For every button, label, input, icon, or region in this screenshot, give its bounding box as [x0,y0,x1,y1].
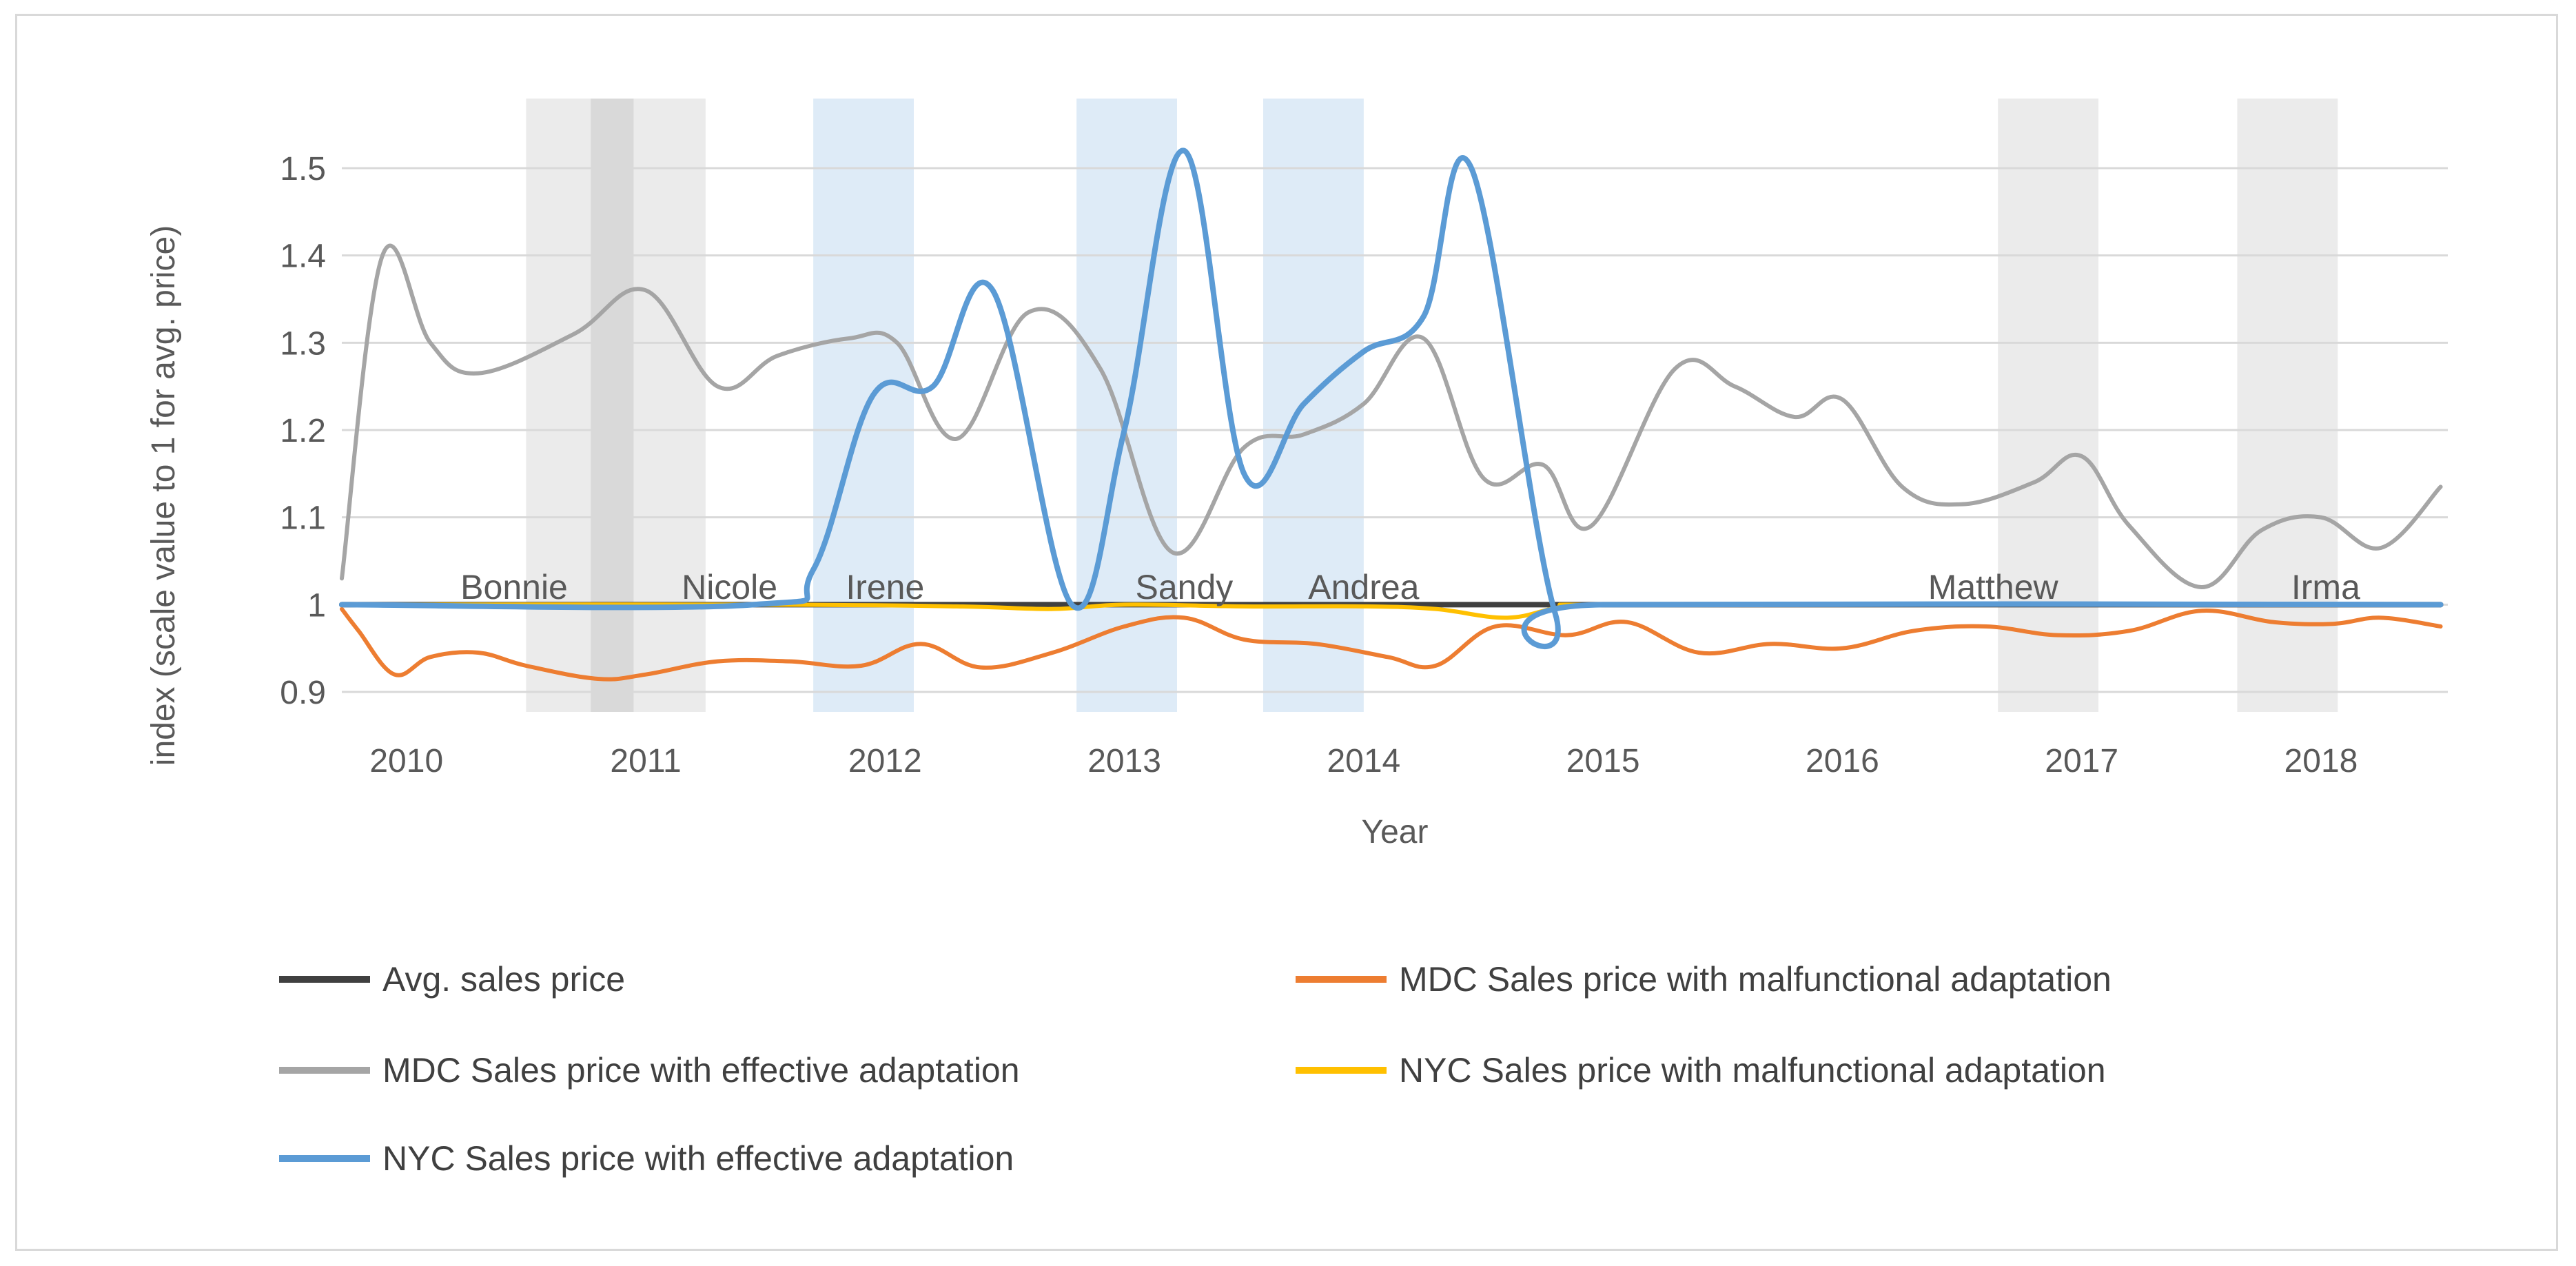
x-tick-2011: 2011 [610,743,681,779]
line-chart: Bonnie Nicole Irene Sandy Andrea Matthew Irma … [145,99,2448,1178]
legend-label-nyc-sales-price-with-effective-adaptation: NYC Sales price with effective adaptatio… [382,1139,1014,1178]
x-tick-2014: 2014 [1327,743,1400,779]
hurricane-band-irma-7 [2237,99,2338,712]
hurricane-label-bonnie: Bonnie [460,568,568,606]
hurricane-band-bonnie-0 [526,99,591,712]
hurricane-band-nicole-1 [591,99,634,712]
hurricane-band-matthew-6 [1998,99,2098,712]
y-tick-labels: 0.9 1 1.1 1.2 1.3 1.4 1.5 [280,151,326,711]
hurricane-label-irene: Irene [846,568,924,606]
y-tick-1-2: 1.2 [280,413,326,449]
hurricane-band-irene-3 [813,99,914,712]
legend-label-mdc-sales-price-with-malfunctional-adaptation: MDC Sales price with malfunctional adapt… [1399,960,2112,999]
x-tick-2018: 2018 [2284,743,2358,779]
series-line-nyc-sales-price-with-effective-adaptation [339,147,2444,650]
y-tick-1-1: 1.1 [280,500,326,537]
x-tick-2013: 2013 [1087,743,1161,779]
x-tick-2015: 2015 [1566,743,1640,779]
series-line-mdc-sales-price-with-effective-adaptation [340,243,2443,590]
y-tick-0-9: 0.9 [280,675,326,711]
hurricane-bands [526,99,2338,712]
hurricane-label-matthew: Matthew [1928,568,2059,606]
hurricane-label-sandy: Sandy [1136,568,1234,606]
x-tick-2012: 2012 [848,743,922,779]
legend-label-nyc-sales-price-with-malfunctional-adaptation: NYC Sales price with malfunctional adapt… [1399,1051,2106,1090]
x-tick-2017: 2017 [2045,743,2118,779]
hurricane-band-sandy-4 [1076,99,1177,712]
y-tick-1-4: 1.4 [280,238,326,275]
hurricane-label-nicole: Nicole [682,568,777,606]
x-axis-title: Year [1362,814,1429,850]
y-tick-1-5: 1.5 [280,151,326,187]
x-tick-2010: 2010 [369,743,443,779]
hurricane-label-irma: Irma [2291,568,2360,606]
legend: Avg. sales price MDC Sales price with mal… [279,960,2112,1178]
x-tick-labels: 2010 2011 2012 2013 2014 2015 2016 2017 2018 [369,743,2358,779]
legend-label-avg-sales-price: Avg. sales price [382,960,625,999]
y-tick-1: 1 [307,587,326,624]
hurricane-labels: Bonnie Nicole Irene Sandy Andrea Matthew Irma [460,568,2360,606]
chart-frame: Bonnie Nicole Irene Sandy Andrea Matthew Irma … [15,14,2558,1251]
hurricane-band-andrea-5 [1263,99,1364,712]
y-axis-title: index (scale value to 1 for avg. price) [145,225,182,766]
hurricane-band-nicole-2 [633,99,706,712]
series-line-mdc-sales-price-with-malfunctional-adaptation [340,606,2443,682]
series-lines [339,147,2444,682]
y-tick-1-3: 1.3 [280,325,326,362]
legend-label-mdc-sales-price-with-effective-adaptation: MDC Sales price with effective adaptatio… [382,1051,1020,1090]
x-tick-2016: 2016 [1806,743,1879,779]
hurricane-label-andrea: Andrea [1308,568,1419,606]
